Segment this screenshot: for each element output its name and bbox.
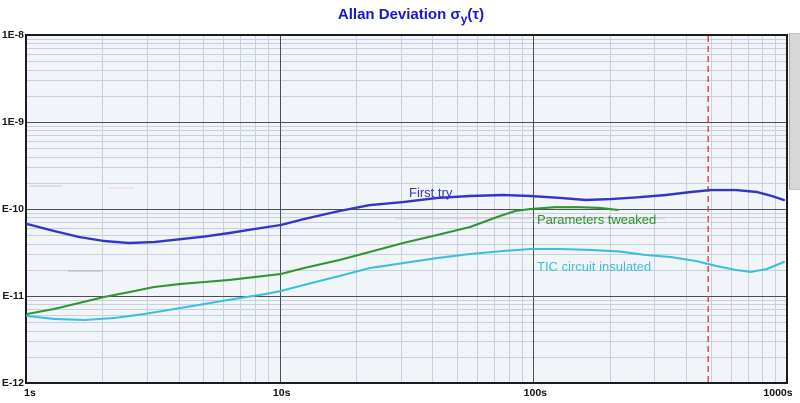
y-axis-tick-label: E-10	[1, 203, 24, 215]
window-edge-artifact	[789, 33, 800, 190]
y-axis-tick-label: E-12	[1, 377, 24, 389]
y-axis-tick-label: E-11	[2, 290, 24, 302]
x-axis-tick-label: 1s	[24, 387, 36, 399]
x-axis-tick-label: 100s	[523, 387, 547, 399]
series-curve-parameters-tweaked	[26, 206, 619, 316]
chart-title: Allan Deviation σy(τ)	[22, 6, 800, 26]
chart-title-main: Allan Deviation σ	[337, 6, 461, 23]
y-axis-tick-label: 1E-8	[1, 29, 24, 41]
chart-title-tail: (τ)	[467, 6, 485, 23]
x-axis-tick-label: 10s	[272, 387, 291, 399]
plot-border	[25, 34, 788, 384]
y-axis-tick-label: 1E-9	[1, 116, 24, 128]
series-label-parameters-tweaked: Parameters tweaked	[537, 212, 657, 227]
x-axis-tick-label: 1000s	[763, 387, 793, 399]
series-label-first-try: First try	[409, 185, 453, 200]
series-curve-first-try	[25, 188, 786, 245]
chart-title-subscript: y	[460, 12, 468, 26]
series-label-tic-circuit-insulated: TIC circuit insulated	[537, 259, 652, 274]
series-curve-tic-circuit-insulated	[26, 247, 785, 322]
